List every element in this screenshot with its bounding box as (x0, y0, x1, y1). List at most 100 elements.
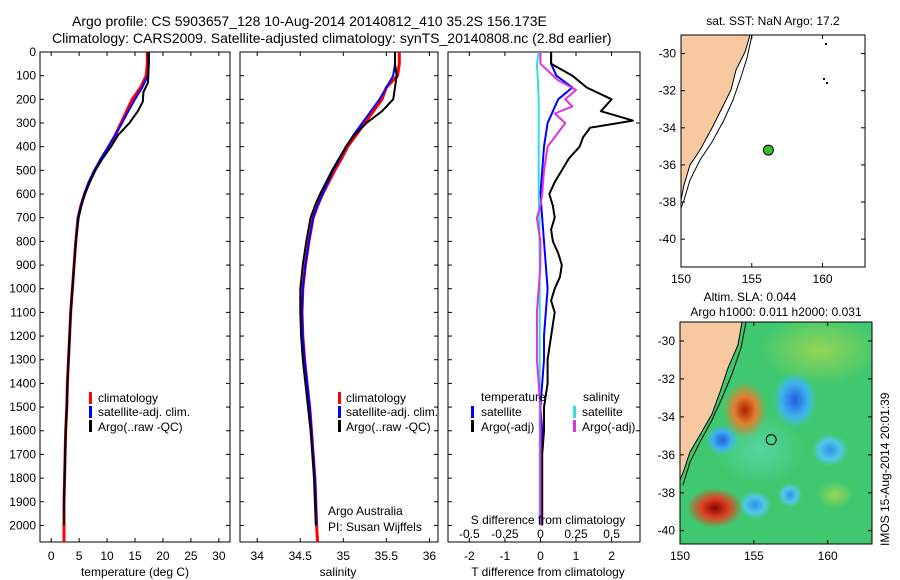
map-x-tick-label: 155 (744, 549, 764, 563)
depth-tick-label: 500 (16, 163, 36, 177)
legend-label-climatology: climatology (346, 391, 406, 405)
depth-tick-label: 700 (16, 211, 36, 225)
x-tick-label: 20 (156, 549, 170, 563)
depth-tick-label: 600 (16, 187, 36, 201)
map-y-tick-label: -38 (658, 486, 676, 500)
depth-tick-label: 1900 (9, 495, 36, 509)
sst-map-land (681, 35, 751, 201)
legend-label-s-argo: Argo(-adj) (582, 420, 635, 434)
sla-map-anomaly (812, 434, 848, 466)
x-tick-label: 15 (128, 549, 142, 563)
map-x-tick-label: 160 (813, 272, 833, 286)
legend-swatch-s-satellite (573, 406, 576, 418)
depth-tick-label: 1800 (9, 471, 36, 485)
sst-map-float-marker (762, 144, 774, 156)
x-tick-label: 0 (48, 549, 55, 563)
x-tick-label: 34.5 (289, 549, 313, 563)
x-tick-label: 34 (251, 549, 265, 563)
sst-map-island (826, 82, 828, 84)
legend-swatch-satellite (89, 406, 92, 418)
map-y-tick-label: -30 (659, 47, 677, 61)
temperature-legend: climatology satellite-adj. clim. Argo(..… (89, 391, 190, 434)
legend-swatch-argo (338, 420, 341, 432)
map-x-tick-label: 155 (742, 272, 762, 286)
map-y-tick-label: -32 (658, 372, 676, 386)
x-tick-label: 35.5 (375, 549, 399, 563)
sst-map-island (825, 43, 827, 45)
sla-map: Altim. SLA: 0.044 Argo h1000: 0.011 h200… (658, 290, 873, 563)
sla-map-isobath (682, 322, 747, 486)
sla-map-anomaly (817, 481, 853, 509)
x-tick-label: -2 (464, 549, 475, 563)
sla-map-anomaly (706, 425, 738, 455)
s-diff-tick-label: -0.25 (491, 527, 519, 541)
difference-legend: temperature satellite Argo(-adj) salinit… (471, 390, 635, 434)
sla-map-float-marker (765, 434, 777, 446)
x-tick-label: -1 (500, 549, 511, 563)
sst-map-isobath (681, 35, 753, 209)
sla-map-anomaly (778, 483, 802, 507)
depth-tick-label: 1700 (9, 447, 36, 461)
salinity-panel: 34 34.5 35 35.5 36 salinity climatology sate… (239, 51, 439, 579)
x-tick-label: 35 (337, 549, 351, 563)
sla-map-anomaly (773, 372, 817, 428)
sla-map-axes (679, 321, 873, 545)
x-tick-label: 5 (76, 549, 83, 563)
legend-label-argo: Argo(..raw -QC) (98, 420, 183, 434)
depth-tick-label: 0 (29, 45, 36, 59)
map-x-tick-label: 150 (671, 272, 691, 286)
t-difference-xlabel: T difference from climatology (471, 565, 625, 579)
depth-tick-label: 1000 (9, 282, 36, 296)
series-line (301, 52, 396, 526)
x-tick-label: 30 (212, 549, 226, 563)
legend-swatch-satellite (338, 406, 341, 418)
legend-heading-temperature: temperature (481, 390, 546, 404)
series-line (63, 52, 150, 526)
sla-map-anomaly (687, 488, 743, 528)
map-x-tick-label: 160 (818, 549, 838, 563)
legend-swatch-argo (89, 420, 92, 432)
depth-tick-label: 800 (16, 234, 36, 248)
figure-title-line2: Climatology: CARS2009. Satellite-adjuste… (52, 30, 612, 46)
difference-axes (447, 51, 641, 543)
sla-map-title-line1: Altim. SLA: 0.044 (704, 290, 797, 304)
x-tick-label: 0 (537, 549, 544, 563)
x-tick-label: 10 (100, 549, 114, 563)
legend-swatch-s-argo (573, 420, 576, 432)
legend-swatch-climatology (338, 392, 341, 404)
map-x-tick-label: 150 (670, 549, 690, 563)
sst-map-island (823, 78, 825, 80)
depth-tick-label: 900 (16, 258, 36, 272)
depth-tick-label: 300 (16, 116, 36, 130)
map-y-tick-label: -34 (659, 121, 677, 135)
depth-tick-label: 400 (16, 140, 36, 154)
sla-map-anomaly (760, 322, 872, 385)
map-y-tick-label: -36 (659, 158, 677, 172)
sla-map-anomaly (723, 382, 767, 438)
s-diff-tick-label: 0.25 (564, 527, 588, 541)
legend-label-climatology: climatology (98, 391, 158, 405)
depth-tick-label: 1500 (9, 400, 36, 414)
depth-tick-label: 100 (16, 69, 36, 83)
depth-tick-label: 1600 (9, 424, 36, 438)
s-diff-tick-label: 0.5 (603, 527, 620, 541)
depth-tick-label: 200 (16, 92, 36, 106)
s-difference-xlabel: S difference from climatology (471, 513, 626, 527)
sla-map-land (680, 322, 743, 481)
map-y-tick-label: -40 (658, 524, 676, 538)
map-y-tick-label: -40 (659, 232, 677, 246)
legend-swatch-climatology (89, 392, 92, 404)
legend-heading-salinity: salinity (583, 390, 620, 404)
legend-label-argo: Argo(..raw -QC) (346, 420, 431, 434)
map-y-tick-label: -34 (658, 410, 676, 424)
series-line (541, 52, 634, 526)
legend-swatch-t-argo (471, 420, 474, 432)
legend-label-s-satellite: satellite (582, 405, 623, 419)
series-line (299, 52, 398, 526)
x-tick-label: 25 (184, 549, 198, 563)
salinity-xlabel: salinity (320, 565, 357, 579)
depth-tick-label: 1200 (9, 329, 36, 343)
figure-title-line1: Argo profile: CS 5903657_128 10-Aug-2014… (72, 13, 547, 29)
sst-map: sat. SST: NaN Argo: 17.2 150 155 160 -30 -32… (659, 14, 866, 286)
depth-tick-label: 1400 (9, 376, 36, 390)
